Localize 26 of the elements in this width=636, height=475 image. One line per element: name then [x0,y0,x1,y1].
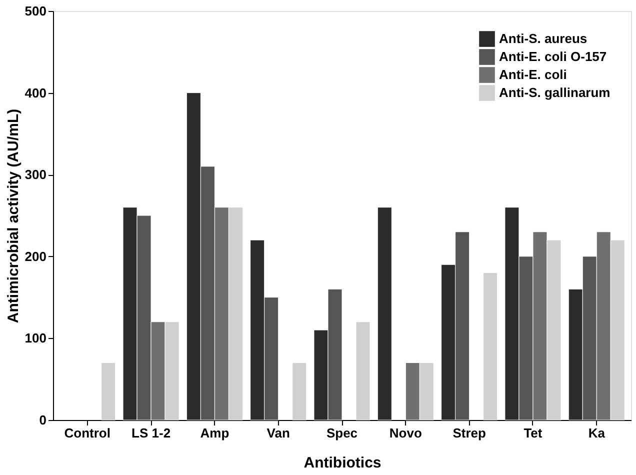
y-tick-label: 300 [24,167,46,182]
x-axis-title: Antibiotics [304,454,382,472]
bar [483,272,498,420]
legend-label: Anti-E. coli O-157 [499,49,607,64]
legend-label: Anti-S. gallinarum [499,85,610,100]
x-tick-label: Control [64,426,110,440]
bar [356,322,370,420]
bar [377,207,392,420]
y-tick-label: 500 [24,4,46,18]
x-tick-label: Spec [326,426,358,440]
x-tick-label: Amp [200,426,230,440]
bar [292,362,307,420]
legend-label: Anti-S. aureus [499,31,588,46]
x-tick-label: Strep [452,426,486,440]
y-tick-label: 200 [24,248,46,264]
y-tick-label: 400 [24,85,46,100]
x-tick-label: Tet [524,426,543,440]
y-axis-title: Antimicrobial activity (AU/mL) [4,108,22,324]
y-tick-label: 100 [24,330,46,346]
legend-label: Anti-E. coli [499,67,567,82]
x-tick-label: LS 1-2 [132,426,171,440]
x-tick-label: Van [266,426,290,440]
y-tick-label: 0 [39,412,46,428]
x-tick-label: Novo [389,426,422,440]
x-tick-label: Ka [588,426,606,440]
bar [101,362,116,420]
